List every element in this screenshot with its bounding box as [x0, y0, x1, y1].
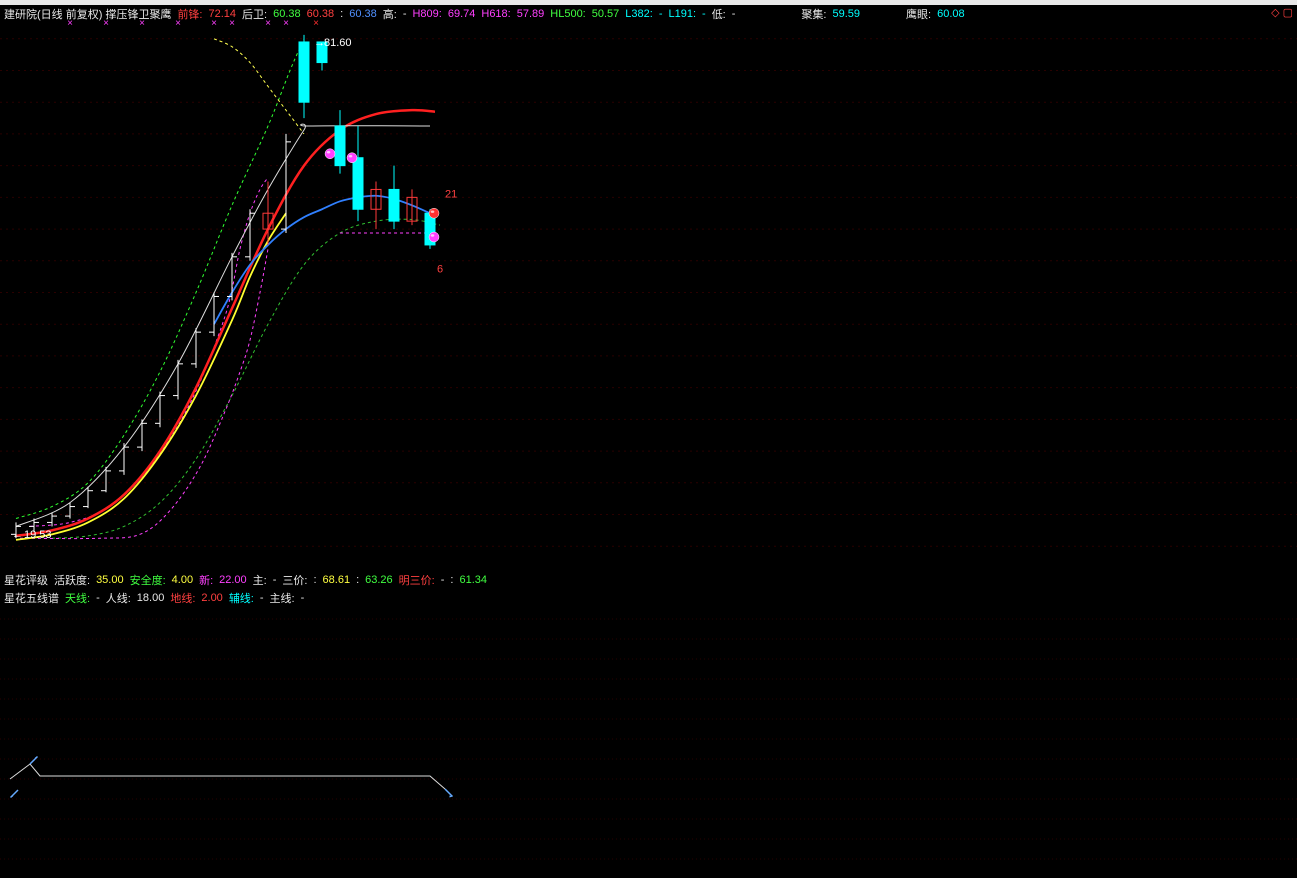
huoyue-value: 35.00 — [96, 574, 124, 586]
svg-text:×: × — [211, 18, 217, 29]
svg-text:×: × — [313, 18, 319, 29]
svg-text:→: → — [314, 37, 325, 49]
anquan-value: 4.00 — [172, 574, 193, 586]
svg-text:×: × — [283, 18, 289, 29]
rating-title: 星花评级 — [4, 572, 48, 588]
svg-text:×: × — [139, 18, 145, 29]
huoyue-label: 活跃度: — [54, 572, 90, 588]
xin-label: 新: — [199, 572, 213, 588]
svg-text:21: 21 — [445, 188, 457, 200]
sanjia-v1: 68.61 — [323, 574, 351, 586]
main-chart-pane[interactable]: × × × × × × × × × ←19.53 81.60→ 21 6 — [0, 15, 1297, 570]
svg-text:×: × — [175, 18, 181, 29]
sanjia-label: 三价: — [282, 572, 307, 588]
xin-value: 22.00 — [219, 574, 247, 586]
tianxian-value: - — [96, 592, 100, 604]
svg-text:81.60: 81.60 — [324, 37, 352, 49]
mingsanjia-v1: - — [441, 574, 445, 586]
zhu-label: 主: — [253, 572, 267, 588]
rating-panel-header: 星花评级 活跃度:35.00 安全度:4.00 新:22.00 主:- 三价::… — [0, 572, 1297, 587]
svg-text:×: × — [229, 18, 235, 29]
svg-text:6: 6 — [437, 264, 443, 276]
anquan-label: 安全度: — [130, 572, 166, 588]
svg-text:×: × — [265, 18, 271, 29]
svg-text:×: × — [103, 18, 109, 29]
svg-text:←: ← — [12, 529, 23, 541]
dixian-value: 2.00 — [201, 592, 222, 604]
fiveline-panel-header: 星花五线谱 天线:- 人线:18.00 地线:2.00 辅线:- 主线:- — [0, 590, 1297, 605]
renxian-value: 18.00 — [137, 592, 165, 604]
zhu-value: - — [273, 574, 277, 586]
svg-text:×: × — [67, 18, 73, 29]
zhuxian-value: - — [301, 592, 305, 604]
mingsanjia-v2: 61.34 — [459, 574, 487, 586]
window-titlebar — [0, 0, 1297, 5]
fuxian-value: - — [260, 592, 264, 604]
sub-chart-pane[interactable] — [0, 604, 1297, 876]
svg-text:19.53: 19.53 — [24, 529, 52, 541]
mingsanjia-label: 明三价: — [399, 572, 435, 588]
sanjia-v2: 63.26 — [365, 574, 393, 586]
